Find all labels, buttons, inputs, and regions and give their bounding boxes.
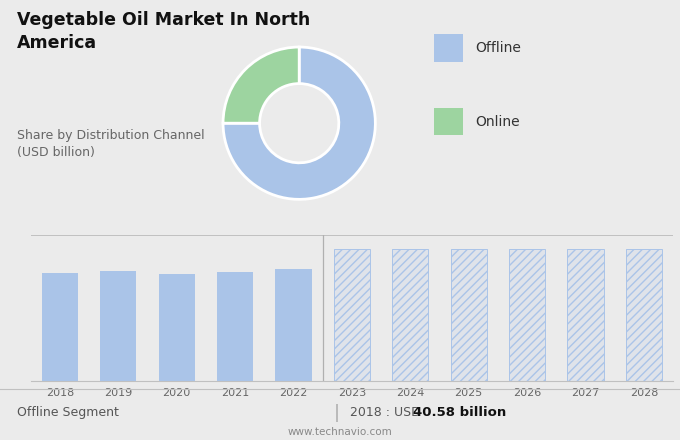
- Bar: [451, 249, 487, 381]
- Bar: [509, 249, 545, 381]
- Bar: [217, 272, 253, 381]
- Text: Vegetable Oil Market In North
America: Vegetable Oil Market In North America: [17, 11, 310, 52]
- Text: |: |: [334, 404, 339, 422]
- FancyBboxPatch shape: [434, 34, 463, 62]
- Bar: [158, 275, 194, 381]
- Bar: [334, 249, 370, 381]
- FancyBboxPatch shape: [434, 108, 463, 135]
- Text: www.technavio.com: www.technavio.com: [288, 427, 392, 437]
- Bar: [626, 249, 662, 381]
- Bar: [568, 249, 604, 381]
- Text: Offline: Offline: [475, 41, 522, 55]
- Bar: [568, 249, 604, 381]
- Text: Online: Online: [475, 114, 520, 128]
- Bar: [626, 249, 662, 381]
- Bar: [392, 249, 428, 381]
- Bar: [275, 269, 311, 381]
- Text: 40.58 billion: 40.58 billion: [413, 406, 506, 419]
- Wedge shape: [223, 47, 299, 123]
- Bar: [41, 274, 78, 381]
- Text: Share by Distribution Channel
(USD billion): Share by Distribution Channel (USD billi…: [17, 129, 205, 159]
- Bar: [392, 249, 428, 381]
- Text: 2018 : USD: 2018 : USD: [350, 406, 425, 419]
- Bar: [509, 249, 545, 381]
- Text: Offline Segment: Offline Segment: [17, 406, 119, 419]
- Wedge shape: [223, 47, 375, 199]
- Bar: [451, 249, 487, 381]
- Bar: [334, 249, 370, 381]
- Bar: [100, 271, 136, 381]
